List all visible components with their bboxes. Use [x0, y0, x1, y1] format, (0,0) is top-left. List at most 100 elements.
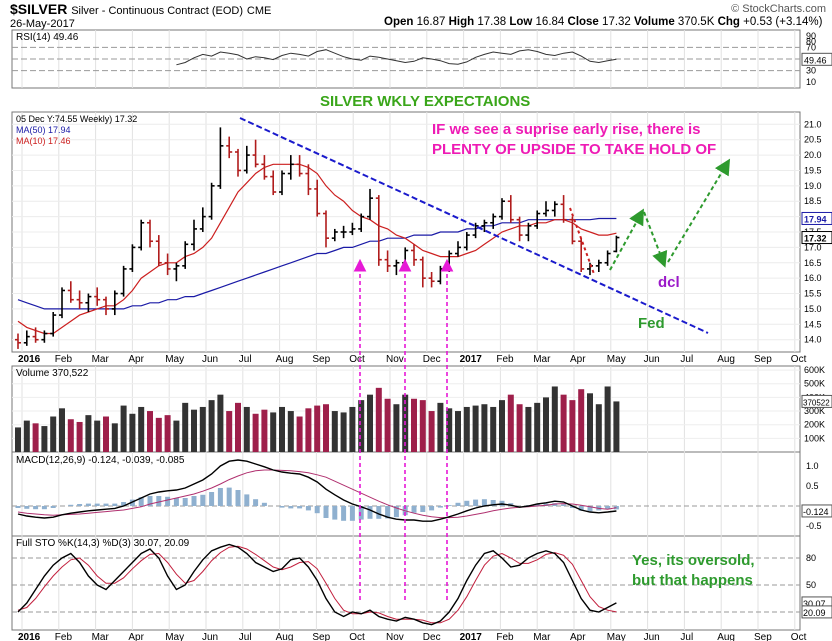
macd-title: MACD(12,26,9) -0.124, -0.039, -0.085: [16, 455, 185, 466]
x-tick-label: Mar: [92, 632, 110, 641]
macd-hist-bar: [24, 506, 30, 509]
volume-bar: [59, 408, 65, 452]
volume-bar: [103, 416, 109, 452]
macd-hist-bar: [173, 498, 179, 506]
x-tick-label: Nov: [386, 632, 404, 641]
header-symbol: $SILVER Silver - Continuous Contract (EO…: [10, 1, 271, 17]
macd-hist-bar: [358, 506, 364, 520]
instrument-name: Silver - Continuous Contract (EOD): [71, 5, 243, 17]
price-y-tick: 16.0: [804, 273, 822, 283]
macd-hist-bar: [182, 498, 188, 506]
rsi-y-tick: 70: [806, 42, 816, 52]
rsi-y-tick: 90: [806, 31, 816, 41]
x-tick-label: Dec: [423, 632, 441, 641]
price-y-tick: 19.5: [804, 165, 822, 175]
volume-bar: [147, 411, 153, 452]
volume-bar: [481, 404, 488, 452]
volume-bar: [578, 389, 585, 452]
volume-label: Volume: [634, 16, 675, 28]
volume-bar: [543, 397, 549, 452]
annotation-sto-1: Yes, its oversold,: [632, 552, 755, 569]
ma50-line: [17, 217, 617, 310]
ohlc-bar: [428, 272, 435, 288]
ohlc-bar: [305, 164, 312, 196]
x-tick-label: Jun: [644, 632, 660, 641]
ohlc-bar: [543, 201, 549, 217]
ohlc-bar: [270, 170, 277, 196]
ohlc-bar: [569, 216, 576, 245]
ohlc-bar: [314, 179, 321, 217]
annotations: SILVER WKLY EXPECTAIONS IF we see a supri…: [239, 93, 755, 600]
vol-last-value: 370522: [803, 398, 830, 407]
macd-hist-bar: [156, 496, 162, 506]
vol-y-tick: 600K: [804, 365, 825, 375]
x-tick-label: May: [607, 354, 626, 365]
volume-panel: 600K500K400K300K200K100K370522Volume 370…: [12, 365, 832, 452]
macd-hist-bar: [50, 506, 56, 508]
ohlc-bar: [560, 195, 567, 223]
macd-hist-bar: [376, 506, 382, 519]
x-tick-label: Aug: [717, 632, 735, 641]
chg-label: Chg: [717, 16, 740, 28]
sto-last-value: 30.07: [803, 599, 826, 609]
volume-bar: [15, 427, 21, 452]
macd-hist-bar: [393, 506, 399, 518]
price-y-tick: 15.5: [804, 289, 822, 299]
ohlc-bar: [287, 155, 294, 180]
ohlc-bar: [50, 312, 57, 337]
symbol: $SILVER: [10, 1, 68, 17]
x-tick-label: Sep: [754, 632, 772, 641]
volume-bar: [173, 420, 180, 452]
ohlc-bar: [15, 333, 21, 349]
macd-hist-bar: [33, 506, 39, 510]
ohlc-bar: [419, 256, 426, 288]
x-tick-label: Aug: [717, 354, 735, 365]
sto-last-value: 20.09: [803, 608, 826, 618]
volume-bar: [437, 402, 444, 452]
rsi-title: RSI(14) 49.46: [16, 32, 79, 43]
ohlc-bar: [481, 219, 488, 232]
price-last-value: 17.94: [804, 214, 827, 224]
macd-y-tick: -0.5: [806, 521, 822, 531]
x-tick-label: Feb: [55, 354, 73, 365]
macd-hist-bar: [552, 503, 558, 506]
volume-bar: [551, 386, 558, 452]
macd-hist-bar: [587, 506, 593, 512]
macd-panel: 1.0 0.5 -0.5 -0.124 MACD(12,26,9) -0.124, -0…: [12, 455, 832, 531]
macd-hist-bar: [578, 506, 584, 511]
high-label: High: [448, 16, 475, 28]
macd-hist-bar: [103, 503, 109, 506]
macd-hist-bar: [323, 506, 329, 518]
macd-hist-bar: [129, 499, 135, 506]
volume-bar: [129, 413, 136, 452]
rsi-last-value: 49.46: [804, 55, 827, 65]
volume-bar: [76, 421, 83, 452]
x-tick-label: Aug: [276, 632, 294, 641]
price-last-box: [801, 211, 832, 225]
price-y-tick: 20.5: [804, 135, 822, 145]
x-tick-label: Jul: [239, 632, 252, 641]
x-tick-label: Sep: [754, 354, 772, 365]
macd-hist-bar: [332, 506, 338, 520]
x-tick-label: Dec: [423, 354, 441, 365]
volume-bar: [252, 413, 259, 452]
ohlc-bar: [384, 250, 391, 272]
vol-y-tick: 100K: [804, 433, 825, 443]
macd-hist-bar: [94, 503, 100, 506]
volume-bar: [279, 406, 285, 452]
ohlc-bar: [164, 253, 171, 276]
ohlc-bar: [94, 287, 101, 306]
annotation-title: SILVER WKLY EXPECTAIONS: [320, 93, 530, 110]
ohlc-bar: [349, 222, 356, 236]
macd-hist-bar: [437, 506, 443, 508]
sto-title: Full STO %K(14,3) %D(3) 30.07, 20.09: [16, 538, 190, 549]
volume-bar: [323, 404, 329, 452]
x-tick-label: Jun: [644, 354, 660, 365]
vol-y-tick: 500K: [804, 379, 825, 389]
ohlc-bar: [472, 222, 479, 239]
macd-hist-bar: [217, 488, 223, 506]
volume-title: Volume 370,522: [16, 368, 89, 379]
ohlc-bar: [499, 198, 505, 220]
